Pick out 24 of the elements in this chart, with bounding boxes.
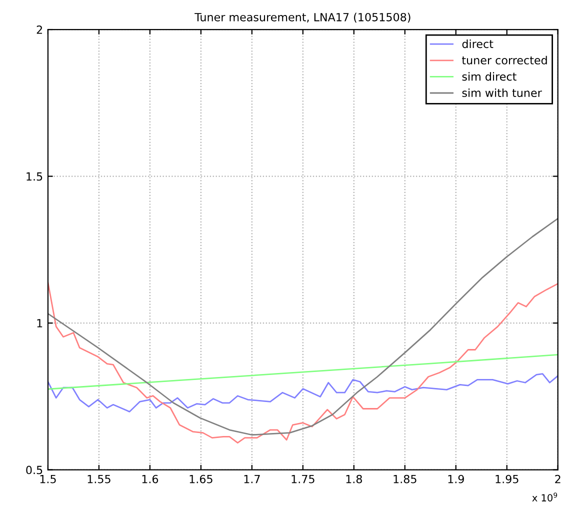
x-tick-label: 1.9: [448, 474, 464, 484]
x-tick-label: 1.7: [244, 475, 260, 484]
y-tick-label: 2: [36, 25, 42, 34]
x-tick-label: 1.95: [496, 474, 518, 484]
y-tick-label: 0.5: [26, 466, 42, 474]
line-series: [48, 282, 558, 444]
x-tick-label: 1.55: [88, 475, 110, 484]
line-series: [48, 218, 558, 436]
chart-title: Tuner measurement, LNA17 (1051508): [194, 12, 410, 23]
y-tick-label: 1.5: [26, 172, 42, 181]
y-tick-label: 1: [37, 319, 42, 328]
legend-label: sim direct: [462, 72, 516, 81]
line-series: [48, 373, 558, 412]
legend-label: tuner corrected: [462, 56, 547, 64]
x-tick-label: 1.85: [394, 474, 416, 484]
x-tick-label: 1.65: [190, 474, 212, 484]
text: x 10$^{9}$: [532, 492, 558, 502]
legend-label: direct: [462, 40, 494, 48]
x-tick-label: 1.75: [292, 475, 314, 484]
line-series: [48, 354, 558, 390]
legend-label: sim with tuner: [462, 88, 542, 98]
x-tick-label: 1.8: [346, 474, 362, 484]
x-tick-label: 2: [555, 474, 560, 484]
x-tick-label: 1.6: [142, 474, 158, 484]
